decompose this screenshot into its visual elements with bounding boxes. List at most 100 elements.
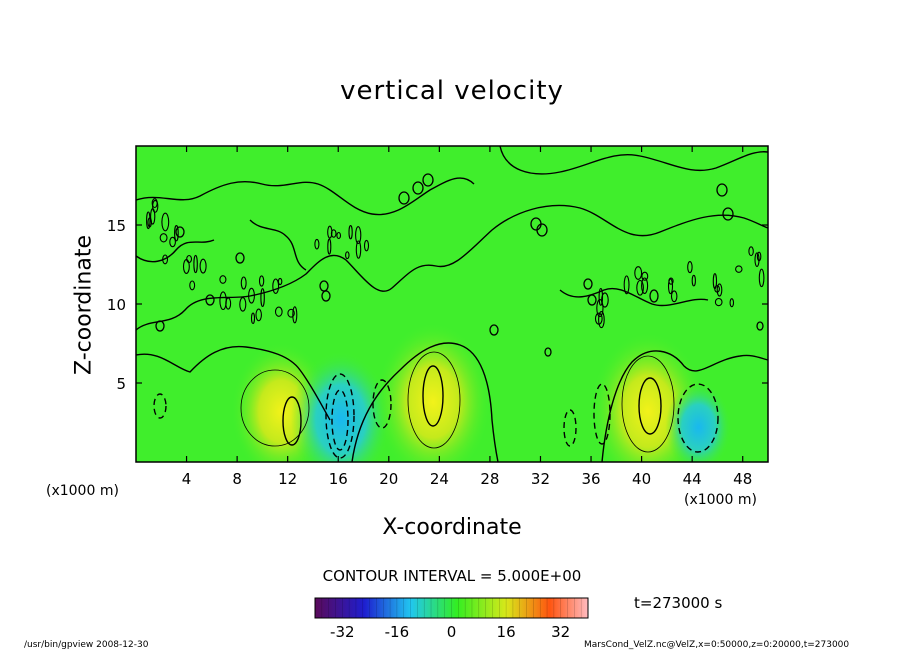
- contour-cell: [258, 275, 265, 287]
- contour-cell: [716, 283, 723, 297]
- feature-downdraft-1: [290, 350, 391, 462]
- x-tick-label: 44: [683, 470, 702, 488]
- contour-cell: [146, 211, 151, 230]
- footer-left: /usr/bin/gpview 2008-12-30: [24, 640, 149, 650]
- contour-cell: [255, 308, 262, 322]
- colorbar-tick-label: -16: [385, 623, 410, 641]
- chart-title: vertical velocity: [340, 76, 564, 106]
- colorbar-tick-label: -32: [330, 623, 355, 641]
- contour-cell: [174, 225, 179, 242]
- contour-cell: [670, 290, 678, 303]
- contour-cell: [248, 287, 255, 304]
- contour-cell: [598, 311, 605, 329]
- x-axis: 4 8 12 16 20 24 28 32 36 40 44 48: [182, 146, 752, 488]
- time-label: t=273000 s: [634, 594, 723, 612]
- contour-cell: [348, 225, 353, 240]
- contour-cell: [336, 231, 342, 240]
- contour-cell: [327, 238, 332, 255]
- contour-cell: [277, 277, 283, 286]
- colorbar-fill: [314, 597, 589, 619]
- contour-cell: [260, 288, 265, 308]
- x-tick-label: 32: [531, 470, 550, 488]
- contour-cell: [292, 306, 298, 324]
- feature-updraft-2: [375, 322, 491, 462]
- contour-cell: [758, 268, 765, 288]
- contour-cell: [729, 298, 735, 308]
- contour-cell: [598, 287, 604, 306]
- contour-cell: [314, 238, 320, 250]
- contour-cell: [345, 251, 350, 260]
- contour-cell: [634, 266, 643, 280]
- x-tick-label: 28: [480, 470, 499, 488]
- contour-small-cells: [155, 173, 764, 357]
- feature-downdraft-4: [665, 382, 732, 462]
- contour-cell: [636, 279, 644, 296]
- contour-cell: [152, 199, 159, 213]
- colorbar-tick-label: 32: [551, 623, 570, 641]
- x-tick-label: 48: [733, 470, 752, 488]
- colorbar-ticks: -32 -16 0 16 32: [330, 623, 570, 641]
- contour-cell: [161, 212, 170, 232]
- contour-cell: [272, 278, 280, 294]
- contour-cell: [667, 278, 674, 295]
- x-tick-label: 36: [581, 470, 600, 488]
- contour-cell: [199, 258, 207, 274]
- contour-cell: [330, 229, 337, 238]
- x-tick-label: 16: [329, 470, 348, 488]
- contour-cell: [162, 254, 169, 265]
- contour-lines-negative: [153, 373, 719, 459]
- contour-cell: [239, 297, 247, 312]
- contour-cell: [355, 240, 362, 259]
- contour-cell: [219, 291, 227, 311]
- x-tick-label: 24: [430, 470, 449, 488]
- contour-cell: [355, 226, 362, 245]
- contour-cell: [714, 285, 720, 293]
- contour-cell: [687, 261, 693, 274]
- contour-lines: [136, 146, 768, 462]
- contour-cell: [189, 280, 196, 291]
- x-axis-label: X-coordinate: [382, 515, 522, 540]
- y-axis-label: Z-coordinate: [71, 235, 97, 375]
- contour-cell: [596, 299, 604, 318]
- contour-cell: [756, 251, 762, 262]
- contour-cell: [691, 274, 696, 287]
- footer-right: MarsCond_VelZ.nc@VelZ,x=0:50000,z=0:2000…: [584, 640, 850, 650]
- colorbar-stripes: [321, 598, 582, 618]
- y-axis: 5 10 15: [107, 217, 768, 393]
- y-tick-label: 5: [116, 375, 126, 393]
- contour-cell: [193, 254, 198, 274]
- y-tick-label: 15: [107, 217, 126, 235]
- x-tick-label: 40: [632, 470, 651, 488]
- contour-cell: [250, 312, 256, 325]
- contour-cell: [748, 246, 754, 257]
- y-tick-label: 10: [107, 296, 126, 314]
- contour-cell: [219, 275, 227, 284]
- contour-cell: [754, 252, 760, 268]
- contour-cell: [735, 265, 743, 273]
- colorbar-tick-label: 0: [447, 623, 457, 641]
- x-unit-label-left: (x1000 m): [46, 483, 119, 499]
- x-tick-label: 8: [232, 470, 242, 488]
- contour-cell: [641, 277, 649, 294]
- x-tick-label: 20: [379, 470, 398, 488]
- contour-lines-thin: [240, 351, 675, 453]
- feature-layer: [231, 322, 732, 462]
- contour-cell: [240, 276, 247, 290]
- contour-cell: [182, 259, 190, 274]
- contour-cell: [714, 297, 723, 307]
- contour-cell: [623, 275, 630, 295]
- contour-cell: [169, 236, 176, 248]
- colorbar-tick-label: 16: [497, 623, 516, 641]
- contour-cell: [274, 306, 283, 317]
- x-tick-label: 4: [182, 470, 192, 488]
- x-unit-label-right: (x1000 m): [684, 492, 757, 508]
- contour-cell: [159, 233, 168, 243]
- contour-interval-label: CONTOUR INTERVAL = 5.000E+00: [322, 567, 582, 585]
- contour-cell: [287, 308, 295, 318]
- contour-noise: [146, 198, 765, 329]
- contour-cell: [641, 271, 649, 281]
- contour-cell: [363, 239, 370, 252]
- colorbar: -32 -16 0 16 32: [314, 597, 589, 641]
- x-tick-label: 12: [278, 470, 297, 488]
